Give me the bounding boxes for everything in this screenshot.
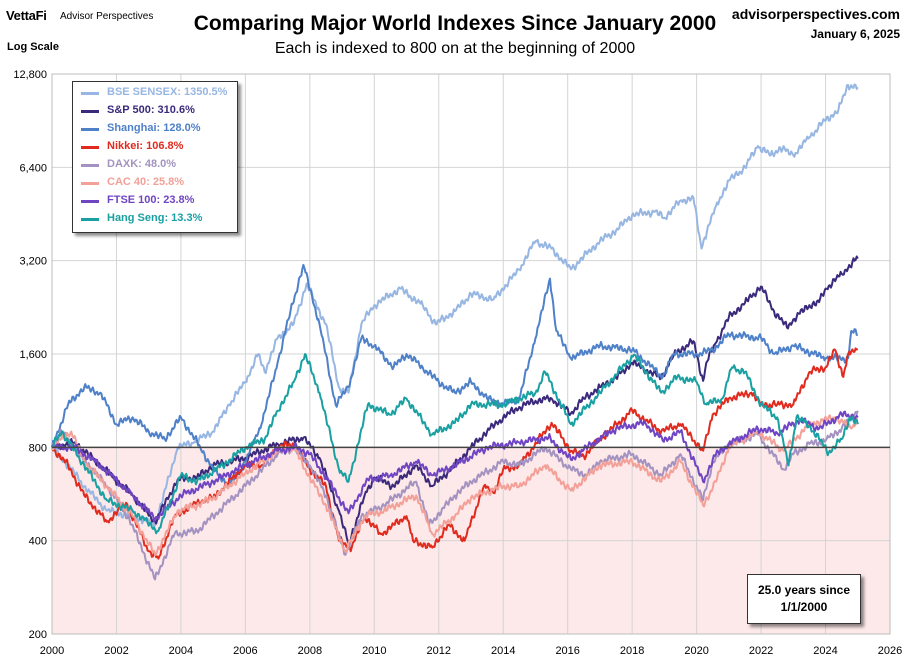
log-scale-note: Log Scale [7,41,59,53]
y-tick-label: 12,800 [13,69,47,81]
site-name: advisorperspectives.com [731,6,900,22]
x-tick-label: 2022 [749,645,773,657]
y-tick-label: 200 [29,629,47,641]
brand-logo: VettaFi [6,8,47,23]
x-tick-label: 2010 [362,645,386,657]
years-since-line1: 25.0 years since [757,583,851,597]
x-tick-label: 2004 [169,645,193,657]
series-line-nikkei [51,347,859,560]
y-tick-label: 1,600 [19,349,47,361]
chart-title: Comparing Major World Indexes Since Janu… [193,12,717,35]
legend-swatch [81,164,99,167]
x-tick-label: 2014 [491,645,515,657]
x-tick-label: 2012 [427,645,451,657]
legend-swatch [81,92,99,95]
years-since-line2: 1/1/2000 [780,600,828,614]
x-tick-label: 2026 [878,645,902,657]
chart-date: January 6, 2025 [810,27,900,41]
series-line-cac-40 [51,414,859,556]
legend-label: DAXK: 48.0% [107,158,177,170]
series-line-hang-seng [52,353,859,535]
y-tick-label: 3,200 [19,256,47,268]
legend-label: S&P 500: 310.6% [107,104,195,116]
x-tick-label: 2020 [684,645,708,657]
legend-swatch [81,110,99,113]
x-tick-label: 2000 [40,645,64,657]
x-tick-label: 2016 [555,645,579,657]
x-tick-label: 2006 [233,645,257,657]
series-line-ftse-100 [51,410,859,523]
plot-frame [51,73,891,635]
years-since-annotation: 25.0 years since 1/1/2000 [747,574,861,624]
legend-label: Shanghai: 128.0% [107,122,201,134]
x-tick-label: 2018 [620,645,644,657]
legend-swatch [81,200,99,203]
legend-swatch [81,146,99,149]
legend-swatch [81,182,99,185]
legend-label: Nikkei: 106.8% [107,140,184,152]
series-line-shanghai [51,263,859,488]
y-tick-label: 400 [29,536,47,548]
chart-legend: BSE SENSEX: 1350.5% S&P 500: 310.6% Shangh… [72,81,238,233]
series-line-bse-sensex [51,83,859,528]
chart-header: VettaFi Advisor Perspectives Comparing M… [0,0,910,70]
legend-swatch [81,218,99,221]
legend-label: CAC 40: 25.8% [107,176,185,188]
legend-label: FTSE 100: 23.8% [107,194,195,206]
legend-label: BSE SENSEX: 1350.5% [107,86,228,98]
x-tick-label: 2024 [813,645,837,657]
legend-swatch [81,128,99,131]
y-tick-label: 800 [29,442,47,454]
chart-subtitle: Each is indexed to 800 on at the beginni… [274,40,636,57]
y-tick-label: 6,400 [19,162,47,174]
legend-label: Hang Seng: 13.3% [107,212,203,224]
brand-subtitle: Advisor Perspectives [60,11,154,22]
x-tick-label: 2008 [298,645,322,657]
x-tick-label: 2002 [104,645,128,657]
